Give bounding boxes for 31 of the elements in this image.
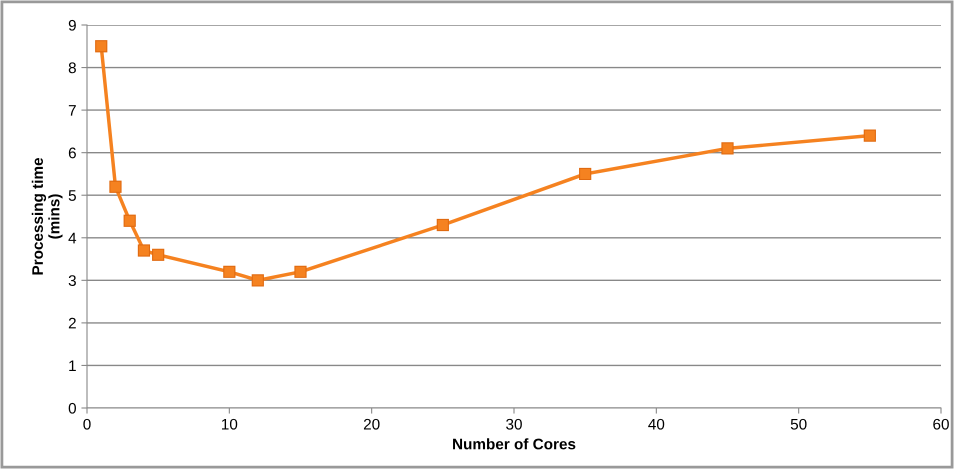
point — [436, 218, 449, 232]
y-tick-label: 0 — [68, 402, 76, 414]
point — [109, 180, 122, 193]
y-tick-label: 5 — [68, 190, 76, 201]
point — [124, 214, 136, 227]
x-tick-label: 60 — [933, 418, 949, 430]
x-tick-label: 20 — [364, 418, 380, 430]
y-tick-label: 1 — [69, 360, 76, 371]
point — [95, 40, 108, 52]
point — [721, 142, 734, 155]
x-tick-label: 10 — [222, 418, 238, 430]
y-tick-label: 8 — [68, 62, 76, 74]
point — [223, 266, 236, 278]
point — [864, 130, 876, 142]
x-tick-label: 40 — [648, 418, 664, 430]
point — [138, 244, 150, 257]
x-tick-label: 50 — [790, 418, 807, 430]
x-tick-label: 0 — [83, 418, 91, 430]
y-tick-label: 4 — [68, 232, 76, 244]
y-tick-label: 9 — [68, 20, 76, 31]
point — [579, 168, 592, 180]
point — [252, 274, 264, 286]
point — [152, 248, 164, 261]
x-axis-title: Number of Cores — [453, 438, 576, 450]
y-tick-label: 2 — [68, 318, 76, 328]
y-tick-label: 7 — [68, 105, 76, 116]
x-tick-label: 30 — [506, 418, 522, 430]
y-tick-label: 3 — [68, 275, 76, 286]
y-axis-title: Processing time (mins) — [32, 158, 63, 274]
point — [294, 266, 307, 278]
y-tick-label: 6 — [68, 148, 76, 158]
